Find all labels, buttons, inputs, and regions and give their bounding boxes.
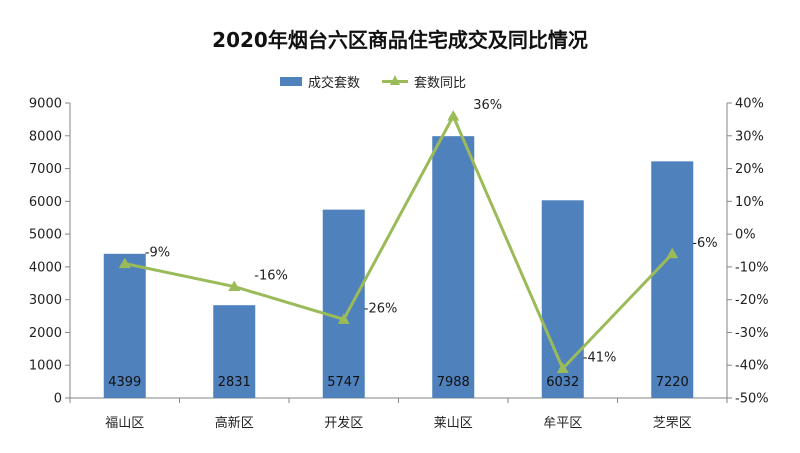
y-left-tick-label: 2000 xyxy=(29,326,62,341)
y-left-tick-label: 5000 xyxy=(29,228,62,243)
chart-legend: 成交套数 套数同比 xyxy=(280,71,488,91)
y-right-tick-label: 0% xyxy=(735,228,756,243)
line-value-label: 36% xyxy=(473,98,502,113)
line-point xyxy=(447,110,460,121)
bar-value-label: 6032 xyxy=(546,375,579,390)
line-point xyxy=(556,362,569,373)
line-point xyxy=(337,313,350,324)
bar-value-label: 7988 xyxy=(437,375,470,390)
chart-title: 2020年烟台六区商品住宅成交及同比情况 xyxy=(212,28,588,52)
y-left-tick-label: 9000 xyxy=(29,97,62,112)
y-left-tick-label: 7000 xyxy=(29,162,62,177)
line-point xyxy=(666,247,679,259)
bar xyxy=(651,161,694,398)
y-left-tick-label: 4000 xyxy=(29,260,62,275)
x-tick-label: 莱山区 xyxy=(434,416,473,431)
line-value-label: -9% xyxy=(145,246,170,261)
y-right-tick-label: 30% xyxy=(735,129,764,144)
bar-value-label: 7220 xyxy=(656,375,689,390)
line-point xyxy=(118,257,131,269)
bar xyxy=(322,209,365,398)
y-right-tick-label: 40% xyxy=(735,97,764,112)
line-value-label: -6% xyxy=(692,236,717,251)
legend-label-bar: 成交套数 xyxy=(308,75,361,91)
line-value-label: -16% xyxy=(254,269,288,284)
bar-value-label: 2831 xyxy=(218,375,251,390)
y-left-tick-label: 1000 xyxy=(29,359,62,374)
x-tick-label: 开发区 xyxy=(324,415,363,431)
line-point xyxy=(228,280,241,292)
line-series-yoy xyxy=(124,114,674,370)
y-left-tick-label: 6000 xyxy=(29,195,62,210)
legend-swatch-bar xyxy=(280,76,302,86)
y-right-tick-label: -20% xyxy=(735,293,769,308)
y-left-tick-label: 8000 xyxy=(29,129,62,144)
legend-item-line: 套数同比 xyxy=(382,72,466,91)
y-right-tick-label: -50% xyxy=(735,392,769,407)
legend-label-line: 套数同比 xyxy=(414,75,467,91)
x-tick-label: 芝罘区 xyxy=(653,415,692,431)
y-left-tick-label: 3000 xyxy=(29,293,62,308)
line-value-label: -26% xyxy=(364,301,398,316)
bar xyxy=(432,136,475,398)
x-tick-label: 高新区 xyxy=(215,415,254,431)
legend-swatch-line xyxy=(382,75,409,87)
y-right-tick-label: 20% xyxy=(735,162,764,177)
bar xyxy=(103,253,146,398)
legend-item-bar: 成交套数 xyxy=(280,72,360,91)
bar-value-label: 5747 xyxy=(327,375,360,390)
y-right-tick-label: -30% xyxy=(735,326,769,341)
y-right-tick-label: -10% xyxy=(735,260,769,275)
bar xyxy=(213,305,256,398)
triangle-marker-icon xyxy=(390,75,401,85)
y-right-tick-label: -40% xyxy=(735,359,769,374)
x-tick-label: 福山区 xyxy=(105,416,144,431)
bar-value-label: 4399 xyxy=(108,375,141,390)
y-left-tick-label: 0 xyxy=(54,392,62,407)
x-tick-label: 牟平区 xyxy=(543,416,582,431)
line-value-label: -41% xyxy=(583,351,617,366)
y-right-tick-label: 10% xyxy=(735,195,764,210)
